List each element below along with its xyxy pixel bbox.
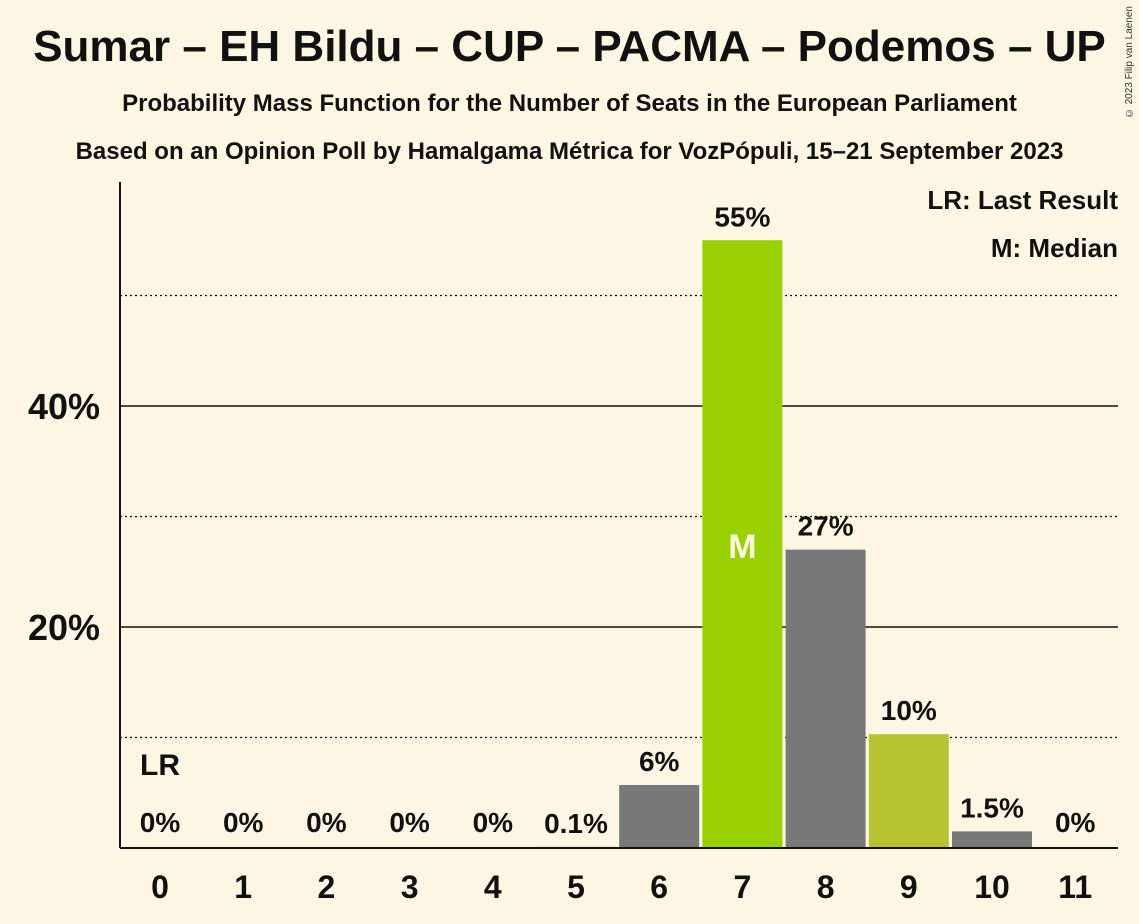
last-result-marker: LR [140, 749, 180, 782]
data-label: 0% [473, 807, 514, 838]
x-tick-label: 6 [650, 869, 668, 905]
x-tick-label: 0 [151, 869, 169, 905]
legend-median: M: Median [991, 233, 1118, 263]
chart-source-line: Based on an Opinion Poll by Hamalgama Mé… [75, 138, 1064, 165]
chart-title: Sumar – EH Bildu – CUP – PACMA – Podemos… [33, 22, 1106, 71]
bar-10 [952, 831, 1032, 848]
x-tick-label: 8 [817, 869, 835, 905]
data-label: 0% [306, 807, 347, 838]
y-tick-label: 20% [28, 607, 100, 648]
x-tick-label: 9 [900, 869, 918, 905]
axes: 20% 40% 0 1 2 3 4 5 6 7 8 9 10 11 [28, 182, 1118, 905]
median-marker: M [728, 528, 756, 566]
x-tick-label: 3 [401, 869, 419, 905]
data-label: 27% [798, 511, 854, 542]
data-label: 1.5% [960, 792, 1024, 823]
y-tick-label: 40% [28, 386, 100, 427]
chart-subtitle: Probability Mass Function for the Number… [122, 90, 1017, 117]
data-label: 6% [639, 746, 680, 777]
data-label: 55% [714, 201, 770, 232]
x-tick-label: 11 [1058, 869, 1092, 905]
data-labels: 0% 0% 0% 0% 0% 0.1% 6% 55% 27% 10% 1.5% 0% M LR [140, 201, 1096, 839]
x-tick-label: 2 [318, 869, 336, 905]
gridlines [120, 294, 1118, 739]
data-label: 0% [1055, 807, 1096, 838]
x-tick-label: 1 [234, 869, 252, 905]
bar-9 [868, 734, 949, 848]
x-tick-label: 5 [567, 869, 585, 905]
data-label: 0% [389, 807, 430, 838]
data-label: 0% [223, 807, 264, 838]
data-label: 10% [881, 695, 937, 726]
x-tick-label: 10 [974, 869, 1010, 905]
x-tick-label: 4 [484, 869, 502, 905]
bar-6 [619, 785, 700, 848]
legend-last-result: LR: Last Result [927, 185, 1118, 215]
bars [536, 240, 1032, 848]
bar-7 [702, 240, 783, 848]
x-tick-label: 7 [734, 869, 752, 905]
data-label: 0.1% [544, 808, 608, 839]
data-label: 0% [140, 807, 181, 838]
bar-8 [785, 549, 866, 848]
